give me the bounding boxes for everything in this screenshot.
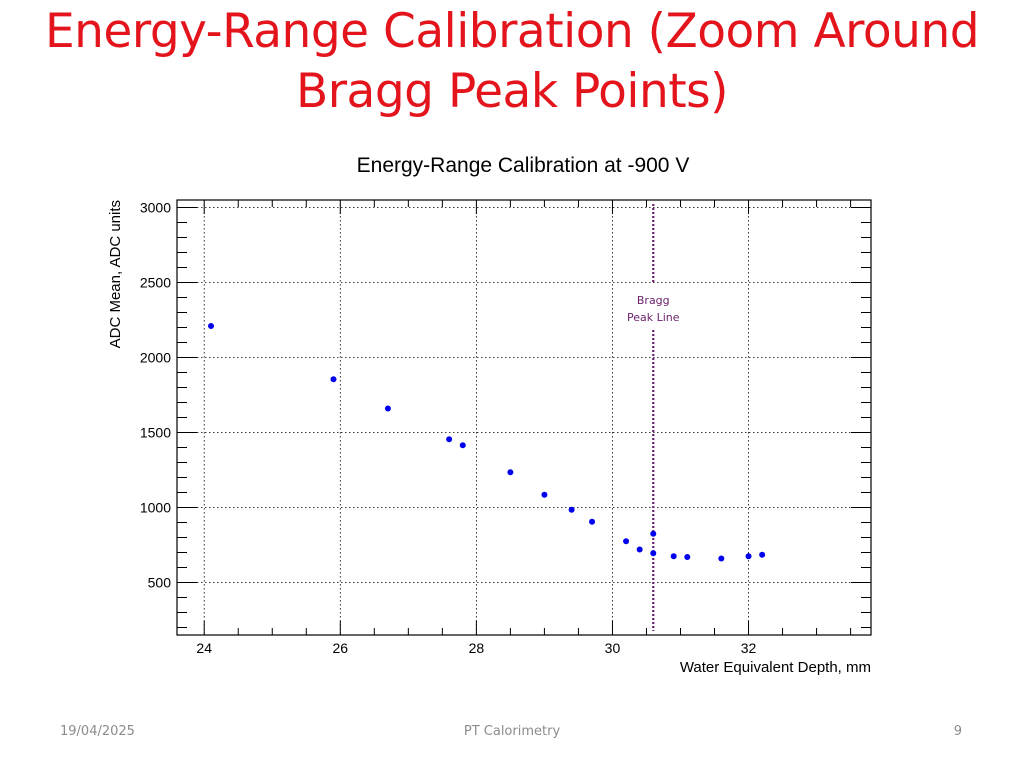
footer-page-number: 9: [953, 724, 962, 739]
y-tick-label: 1000: [140, 500, 171, 516]
axis-tick-labels: 24 26 28 30 32 500 1000 1500 2000 2500 3000: [140, 200, 757, 657]
y-tick-label: 2000: [140, 350, 171, 366]
y-tick-label: 1500: [140, 425, 171, 441]
data-point: [759, 551, 766, 558]
data-point: [745, 553, 752, 560]
data-point: [541, 491, 548, 498]
data-point: [718, 555, 725, 562]
data-point: [623, 538, 630, 545]
data-point: [568, 506, 575, 513]
plot-frame: [176, 199, 872, 636]
footer-date: 19/04/2025: [60, 724, 135, 739]
data-point: [589, 518, 596, 525]
y-tick-label: 2500: [140, 275, 171, 291]
x-tick-label: 26: [333, 640, 349, 656]
x-tick-label: 32: [741, 640, 757, 656]
slide-title-line-2: Bragg Peak Points): [295, 64, 729, 119]
x-tick-label: 28: [469, 640, 485, 656]
x-tick-label: 30: [605, 640, 621, 656]
axis-ticks: [177, 200, 871, 635]
data-point: [384, 405, 391, 412]
slide-title-line-1: Energy-Range Calibration (Zoom Around: [44, 4, 980, 59]
grid: [177, 200, 871, 635]
chart-title: Energy-Range Calibration at -900 V: [357, 154, 690, 177]
y-axis-label: ADC Mean, ADC units: [107, 200, 124, 348]
data-point: [650, 530, 657, 537]
data-point: [684, 554, 691, 560]
bragg-label-line-1: Bragg: [637, 294, 670, 307]
data-point: [330, 376, 337, 383]
data-point: [446, 436, 453, 443]
data-point: [650, 550, 657, 557]
bragg-label-line-2: Peak Line: [627, 311, 680, 324]
data-point: [459, 442, 466, 449]
data-point: [208, 323, 215, 329]
footer-presentation-title: PT Calorimetry: [463, 724, 561, 739]
data-point: [507, 469, 514, 476]
y-tick-label: 500: [148, 575, 172, 591]
x-tick-label: 24: [196, 640, 212, 656]
data-point: [670, 553, 677, 560]
y-tick-label: 3000: [140, 200, 171, 216]
data-point: [636, 546, 643, 553]
bragg-peak-line-group: Bragg Peak Line: [627, 204, 680, 631]
data-points: [208, 323, 766, 562]
x-axis-label: Water Equivalent Depth, mm: [680, 659, 871, 676]
slide-title: Energy-Range Calibration (Zoom Around Br…: [40, 2, 984, 122]
